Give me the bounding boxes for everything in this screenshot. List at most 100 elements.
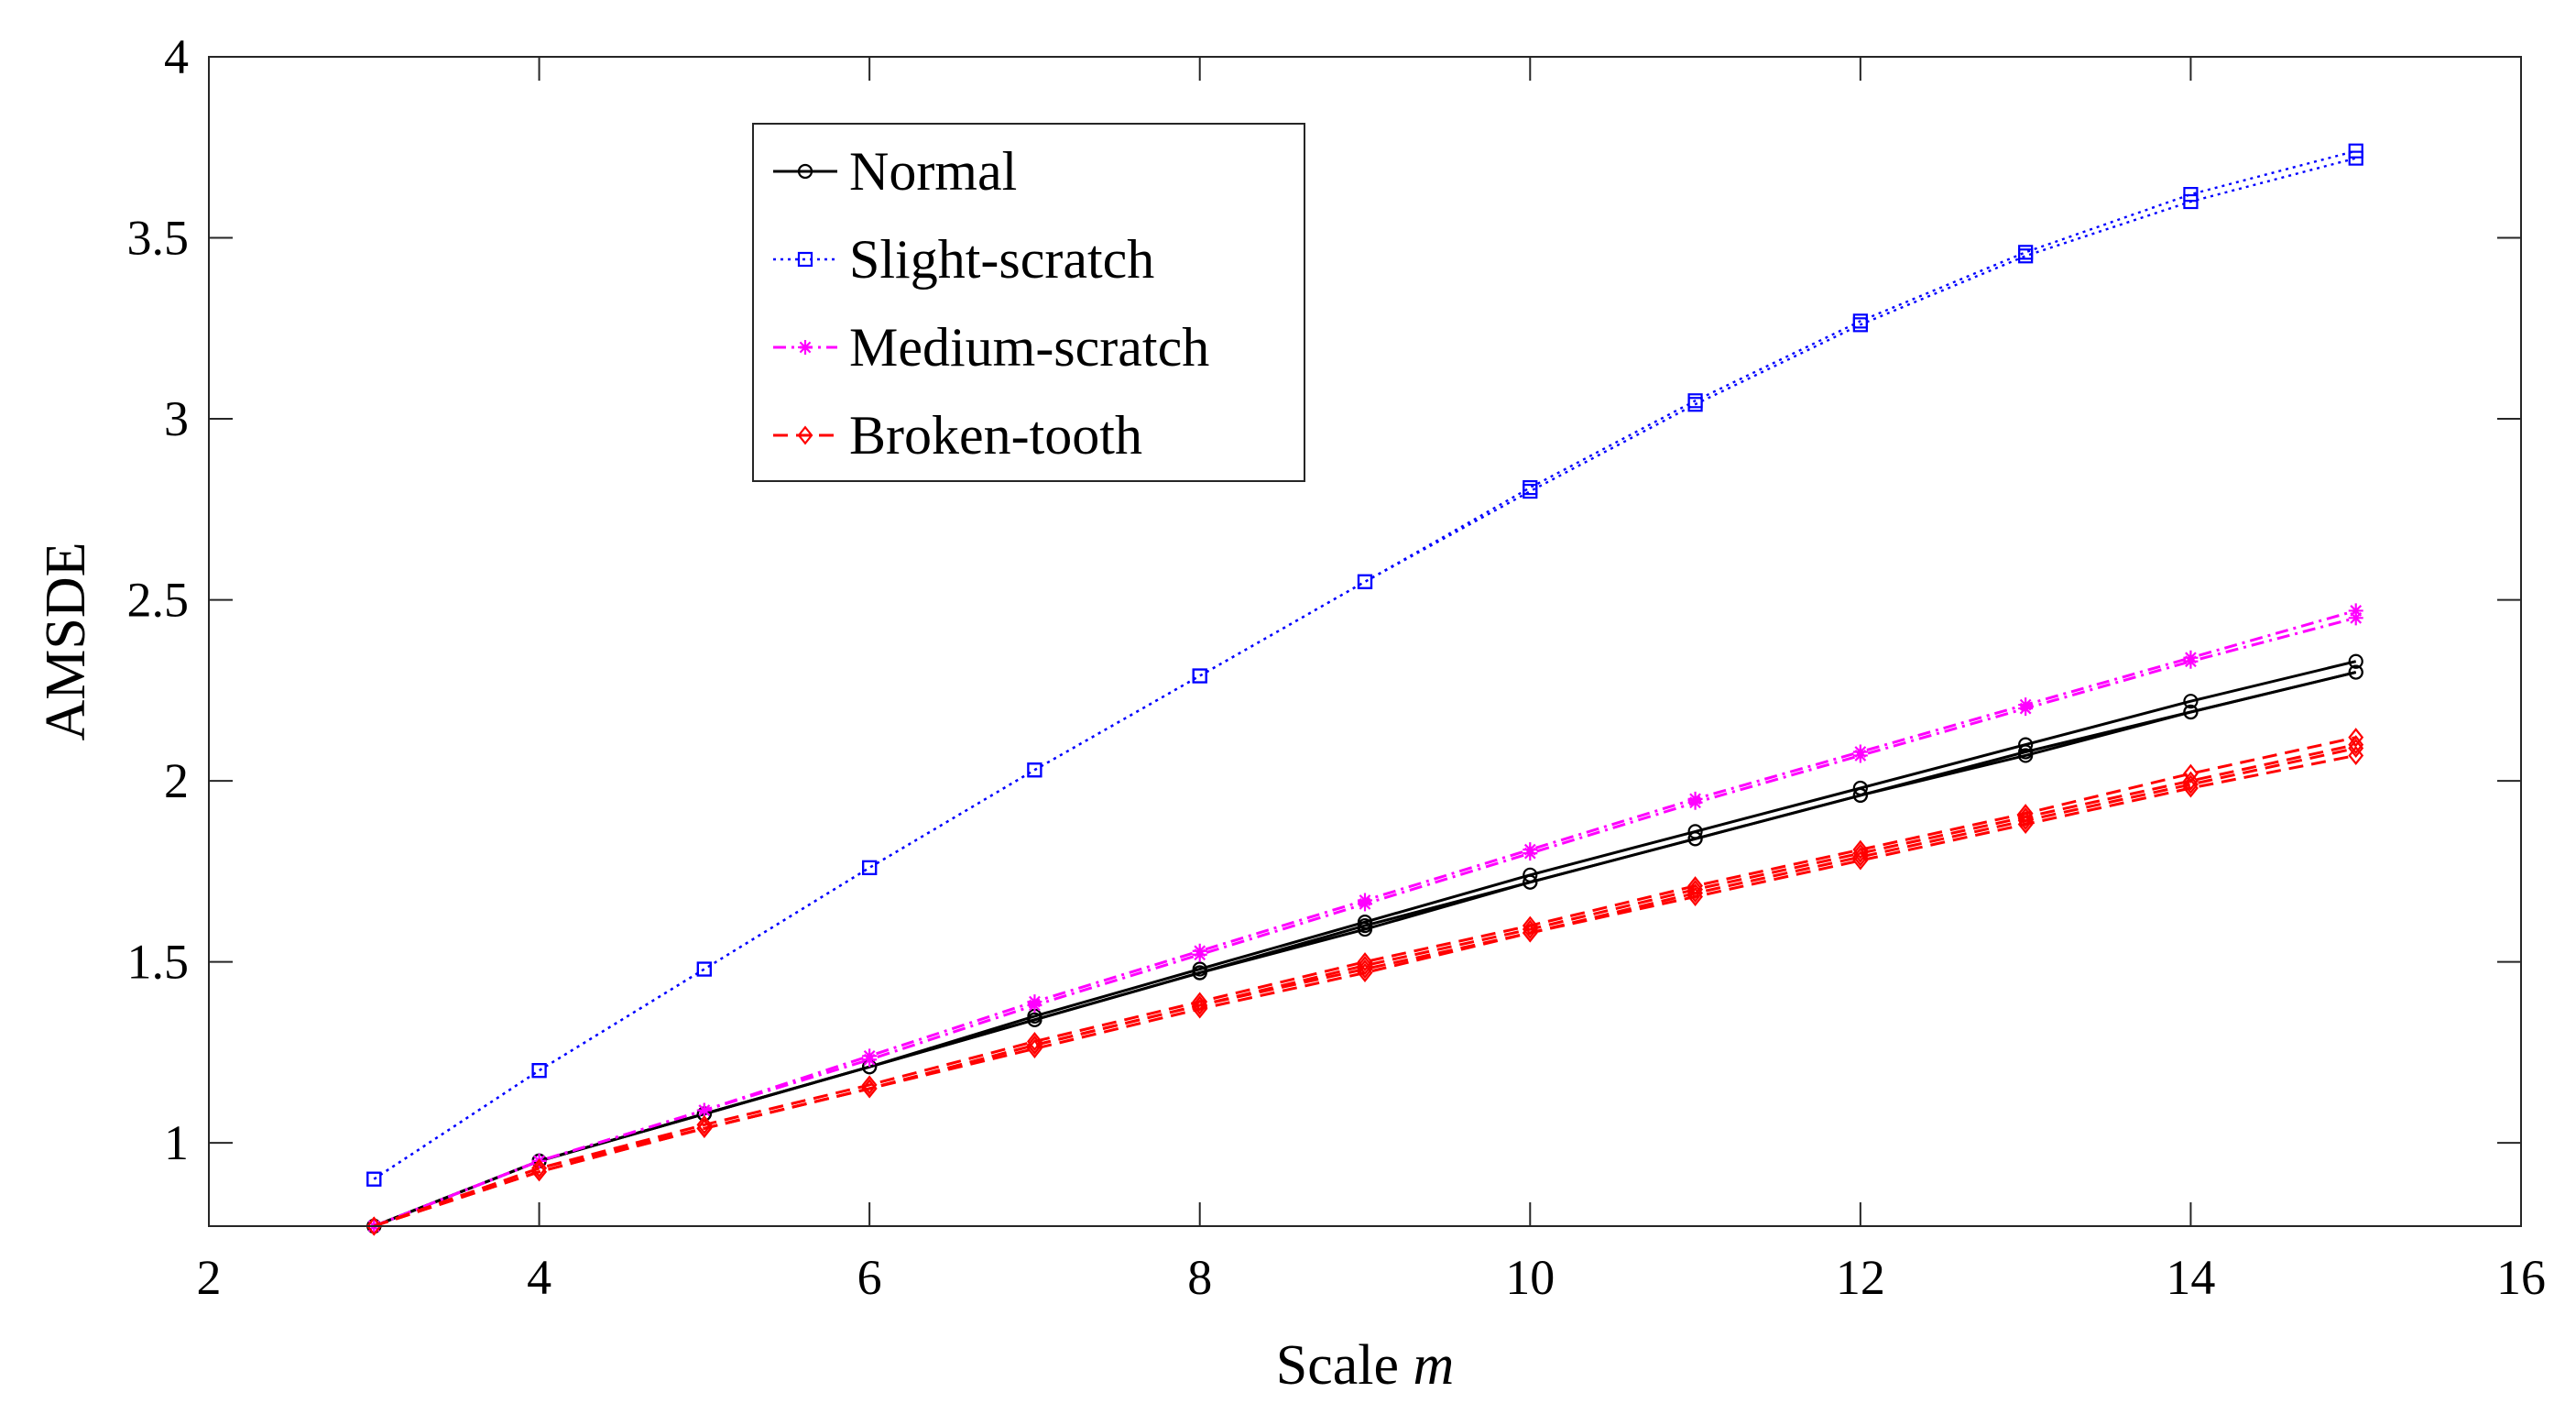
data-point xyxy=(2348,664,2363,680)
data-point xyxy=(2348,150,2363,166)
data-point xyxy=(1358,896,1372,912)
data-point xyxy=(1192,965,1207,981)
legend-box xyxy=(752,123,1305,482)
data-point xyxy=(2348,610,2363,626)
legend-label: Normal xyxy=(849,141,1017,202)
data-point xyxy=(2348,735,2364,755)
data-point xyxy=(1852,317,1868,333)
legend-item-medium-scratch: Medium-scratch xyxy=(773,317,1209,378)
y-tick-label: 1 xyxy=(164,1115,189,1170)
data-point xyxy=(2183,193,2199,210)
data-point xyxy=(1687,886,1703,907)
y-tick-label: 2.5 xyxy=(127,573,190,628)
legend-marker xyxy=(797,251,813,268)
legend-item-normal: Normal xyxy=(773,141,1017,202)
series-line xyxy=(373,753,2356,1228)
series-slight-scratch xyxy=(366,143,2363,1187)
data-point xyxy=(2018,248,2034,264)
data-point xyxy=(2348,739,2364,759)
y-tick-label: 1.5 xyxy=(127,935,190,990)
legend-label: Broken-tooth xyxy=(849,405,1142,466)
axes-layer: 2 4 6 8 10 12 14 16 1 1.5 2 2.5 3 3.5 4 xyxy=(127,29,2547,1305)
data-point xyxy=(2183,778,2199,798)
legend-marker xyxy=(797,163,813,180)
data-point xyxy=(1027,1038,1042,1058)
data-point xyxy=(861,1079,878,1099)
data-point xyxy=(1852,850,1869,871)
series-layer xyxy=(366,143,2364,1236)
data-point xyxy=(1357,956,1373,976)
data-point xyxy=(1027,1032,1042,1052)
y-tick-label: 4 xyxy=(164,29,189,84)
data-point xyxy=(1357,574,1373,589)
data-point xyxy=(861,1075,878,1095)
data-point xyxy=(1357,921,1373,937)
data-point xyxy=(531,1063,547,1079)
data-point xyxy=(2348,653,2363,669)
x-tick-label: 14 xyxy=(2166,1250,2215,1305)
y-tick-label: 3.5 xyxy=(127,211,190,266)
data-point xyxy=(1523,483,1538,499)
data-point xyxy=(1522,923,1538,943)
legend-label: Medium-scratch xyxy=(849,317,1209,378)
data-point xyxy=(862,1052,878,1068)
x-tick-label: 4 xyxy=(527,1250,551,1305)
x-tick-label: 10 xyxy=(1505,1250,1555,1305)
legend-marker xyxy=(797,425,813,445)
data-point xyxy=(1687,397,1703,412)
data-point xyxy=(1027,1035,1042,1055)
x-axis-title-variable: m xyxy=(1413,1334,1454,1397)
data-point xyxy=(2348,745,2364,765)
data-point xyxy=(696,1102,712,1118)
y-tick-label: 3 xyxy=(164,391,189,446)
data-point xyxy=(1027,762,1042,778)
data-point xyxy=(2017,811,2034,831)
legend-item-broken-tooth: Broken-tooth xyxy=(773,405,1142,466)
data-point xyxy=(1687,831,1703,847)
x-tick-label: 8 xyxy=(1187,1250,1212,1305)
x-tick-label: 6 xyxy=(857,1250,882,1305)
x-axis-title-text: Scale xyxy=(1276,1334,1399,1397)
legend-marker xyxy=(798,340,813,355)
data-point xyxy=(696,1118,713,1138)
plot-area xyxy=(209,57,2521,1226)
data-point xyxy=(2183,653,2199,669)
data-point xyxy=(1027,1012,1042,1027)
legend: Normal Slight-scratch Medium-scratch Broken… xyxy=(752,123,1305,482)
data-point xyxy=(1852,787,1868,803)
data-point xyxy=(366,1171,382,1187)
x-tick-label: 2 xyxy=(197,1250,222,1305)
data-point xyxy=(1852,847,1869,867)
y-tick-label: 2 xyxy=(164,753,189,808)
x-tick-label: 12 xyxy=(1836,1250,1885,1305)
data-point xyxy=(2183,774,2199,795)
y-axis-title: AMSDE xyxy=(35,542,97,740)
series-medium-scratch xyxy=(366,603,2363,1233)
data-point xyxy=(1852,843,1869,863)
data-point xyxy=(1357,959,1373,980)
data-point xyxy=(696,1114,713,1134)
data-point xyxy=(366,1216,382,1236)
data-point xyxy=(1687,795,1703,810)
legend-item-slight-scratch: Slight-scratch xyxy=(773,229,1154,290)
data-point xyxy=(1357,952,1373,972)
data-point xyxy=(531,1158,547,1178)
series-broken-tooth xyxy=(366,728,2364,1236)
data-point xyxy=(2018,701,2034,717)
data-point xyxy=(1192,999,1208,1019)
data-point xyxy=(2183,694,2199,709)
data-point xyxy=(1523,846,1538,861)
data-point xyxy=(1687,883,1703,904)
data-point xyxy=(1192,995,1208,1015)
data-point xyxy=(1027,998,1042,1014)
plot-background xyxy=(209,57,2521,1226)
data-point xyxy=(1357,962,1373,982)
data-point xyxy=(1852,839,1869,860)
legend-label: Slight-scratch xyxy=(849,229,1154,290)
data-point xyxy=(2017,814,2034,835)
data-point xyxy=(1192,947,1207,962)
data-point xyxy=(696,961,712,977)
data-point xyxy=(1852,748,1868,763)
